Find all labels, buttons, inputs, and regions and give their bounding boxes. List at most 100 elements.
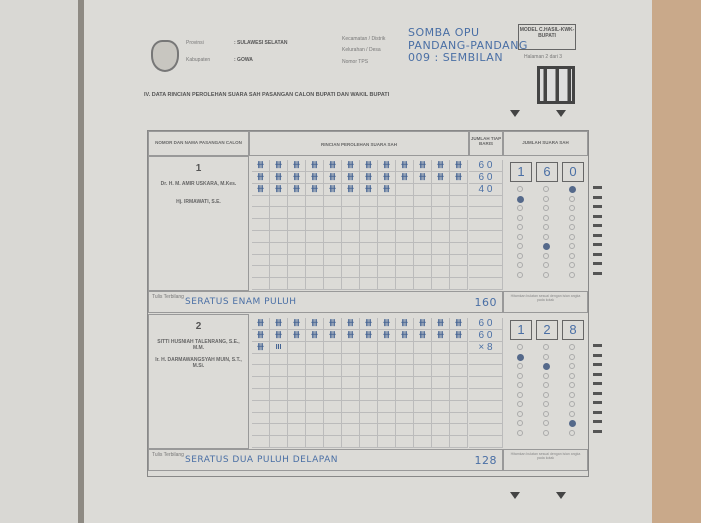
tally-cell	[414, 353, 432, 366]
tally-cell: 卌	[432, 318, 450, 330]
tally-cell	[270, 436, 288, 448]
timing-mark	[593, 262, 602, 265]
row-total	[469, 254, 503, 267]
tally-cell	[396, 207, 414, 220]
tally-cell	[396, 266, 414, 279]
tally-cell	[396, 341, 414, 354]
tally-cell: 卌	[378, 329, 396, 342]
marker-triangle	[556, 492, 566, 499]
tally-cell	[288, 412, 306, 425]
tally-cell: 卌	[414, 160, 432, 172]
tally-cell	[306, 254, 324, 267]
tally-cell	[360, 365, 378, 378]
digit-bubble	[569, 262, 575, 268]
tally-cell	[396, 219, 414, 231]
header-row-total: JUMLAH TIAP BARIS	[469, 131, 503, 156]
row-total	[469, 353, 503, 366]
digit-bubble	[543, 271, 549, 278]
digit-bubble	[517, 214, 523, 221]
digit-bubble	[517, 372, 523, 379]
row-total	[469, 219, 503, 231]
tally-cell: 卌	[414, 329, 432, 342]
tally-cell: 卌	[252, 183, 270, 196]
fill-instruction: Hitamkan bulatan sesuai dengan isian ang…	[503, 291, 588, 313]
tally-cell	[306, 242, 324, 255]
digit-bubble	[569, 233, 575, 240]
tally-cell	[432, 207, 450, 220]
timing-mark	[593, 214, 602, 218]
digit-bubble	[543, 401, 549, 407]
tally-cell	[378, 436, 396, 448]
tally-cell	[342, 377, 360, 389]
tally-cell	[270, 242, 288, 255]
total-number: 128	[474, 454, 497, 467]
candidate-name: Dr. H. M. AMIR USKARA, M.Kes.	[160, 181, 237, 187]
tally-cell	[342, 400, 360, 413]
fill-note: Hitamkan bulatan sesuai dengan isian ang…	[510, 294, 581, 302]
tally-cell: 卌	[396, 329, 414, 342]
tally-cell: 卌	[252, 341, 270, 354]
tally-cell	[360, 207, 378, 220]
total-in-words: SERATUS ENAM PULUH	[185, 297, 297, 307]
tally-cell	[450, 353, 468, 366]
tally-cell	[360, 353, 378, 366]
tally-cell	[270, 365, 288, 378]
candidate-number: 2	[195, 321, 202, 332]
tally-cell	[396, 436, 414, 448]
tally-cell	[324, 365, 342, 378]
digit-bubble	[517, 401, 523, 407]
tally-cell	[270, 278, 288, 290]
timing-mark	[593, 391, 602, 395]
tally-cell: 卌	[342, 318, 360, 330]
tally-cell: 卌	[378, 160, 396, 172]
tally-cell: 卌	[342, 160, 360, 172]
tally-cell: 卌	[306, 183, 324, 196]
tally-cell	[396, 388, 414, 401]
tally-cell	[396, 353, 414, 366]
candidate-running-mate: Ir. H. DARMAWANGSYAH MUIN, S.T., M.Si.	[155, 357, 242, 369]
tally-cell: 卌	[306, 171, 324, 184]
tally-cell: 卌	[252, 171, 270, 184]
tally-cell	[288, 436, 306, 448]
tally-cell: 卌	[414, 171, 432, 184]
tally-cell	[342, 388, 360, 401]
tally-cell	[270, 254, 288, 267]
digit-bubble	[543, 252, 549, 259]
tally-cell	[306, 377, 324, 389]
tally-cell	[252, 436, 270, 448]
tally-cell: 卌	[450, 329, 468, 342]
tally-cell: 卌	[324, 171, 342, 184]
tally-cell	[252, 266, 270, 279]
row-total	[469, 377, 503, 389]
tally-cell	[378, 400, 396, 413]
total-digit-box: 8	[562, 320, 584, 340]
tally-cell	[306, 278, 324, 290]
digit-bubble	[569, 344, 575, 350]
total-digit-box: 1	[510, 162, 532, 182]
tally-cell	[270, 230, 288, 243]
tally-cell: III	[270, 341, 288, 354]
tally-cell	[270, 388, 288, 401]
timing-mark	[593, 382, 602, 385]
tally-cell	[324, 195, 342, 208]
row-total	[469, 207, 503, 220]
tally-cell	[270, 353, 288, 366]
tally-cell	[252, 242, 270, 255]
tally-cell	[450, 183, 468, 196]
tally-cell: 卌	[324, 318, 342, 330]
tally-cell: 卌	[360, 183, 378, 196]
digit-bubble	[517, 224, 523, 230]
timing-mark	[593, 195, 602, 199]
digit-bubble	[517, 233, 523, 240]
tally-cell	[360, 412, 378, 425]
row-total: 4 0	[469, 183, 503, 196]
tally-cell	[270, 412, 288, 425]
tally-cell	[432, 341, 450, 354]
candidate-cell: 1 Dr. H. M. AMIR USKARA, M.Kes. Hj. IRMAWA…	[148, 156, 249, 291]
tally-cell: 卌	[270, 183, 288, 196]
digit-bubble	[569, 401, 575, 407]
timing-mark	[593, 401, 602, 404]
tally-cell	[396, 412, 414, 425]
tally-cell	[432, 365, 450, 378]
tally-cell	[396, 278, 414, 290]
